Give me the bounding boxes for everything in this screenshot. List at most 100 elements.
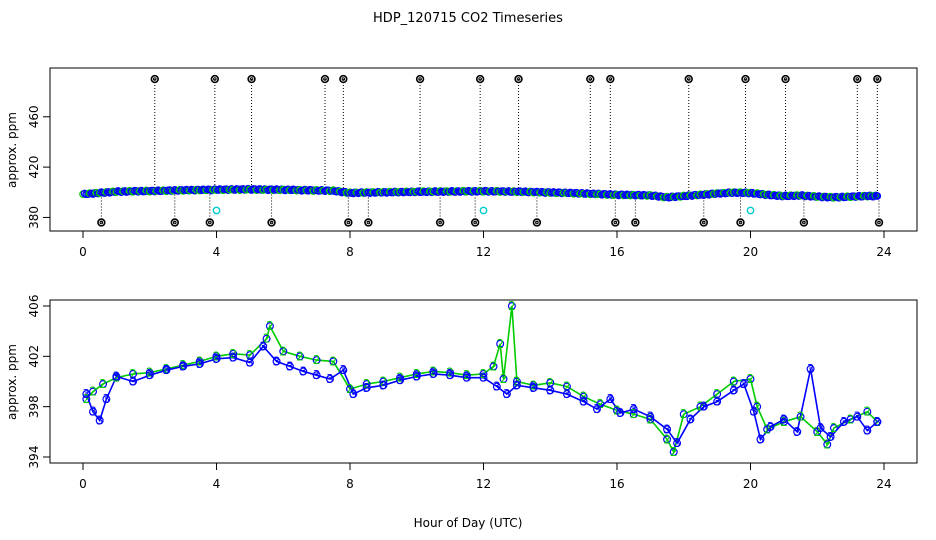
series-point-ring xyxy=(562,382,571,391)
series-point-label-3: 3 xyxy=(129,375,137,389)
series-point-ring xyxy=(245,358,254,367)
series-point-label-2: 2 xyxy=(490,359,498,373)
series-point-ring xyxy=(446,368,455,377)
series-point-label-3: 3 xyxy=(463,371,471,385)
x-tick-label: 20 xyxy=(743,245,758,259)
series-point-label-2: 2 xyxy=(146,366,154,380)
series-point-label-2: 2 xyxy=(874,415,882,429)
series-point-label-2: 2 xyxy=(747,372,755,386)
series-point-label-3: 3 xyxy=(103,392,111,406)
series-point-ring xyxy=(82,390,91,399)
flagged-point-inner xyxy=(269,220,274,225)
series-point-ring xyxy=(179,362,188,371)
series-point-label-2: 2 xyxy=(129,367,137,381)
series-point-ring xyxy=(129,369,138,378)
flagged-point-inner xyxy=(743,77,748,81)
flagged-point-inner xyxy=(152,77,157,81)
flagged-point xyxy=(170,218,179,227)
series-point-label-3: 3 xyxy=(780,412,788,426)
flagged-point-inner xyxy=(613,220,618,225)
y-tick-label: 402 xyxy=(27,345,41,368)
series-point-label-3: 3 xyxy=(767,420,775,434)
series-point-label-3: 3 xyxy=(380,378,388,392)
series-point-label-2: 2 xyxy=(413,367,421,381)
series-point-label-3: 3 xyxy=(179,359,187,373)
series-point-label-2: 2 xyxy=(847,412,855,426)
series-point-label-2: 2 xyxy=(813,425,821,439)
series-point-label-2: 2 xyxy=(246,348,254,362)
flagged-point-inner xyxy=(172,220,177,225)
flagged-point xyxy=(435,218,445,227)
series-point-label-3: 3 xyxy=(513,378,521,392)
series-point-label-2: 2 xyxy=(179,358,187,372)
series-point-ring xyxy=(616,408,625,417)
series-point-label-3: 3 xyxy=(480,371,488,385)
top-flag-drop-lines xyxy=(100,79,880,223)
series-point-label-2: 2 xyxy=(596,397,604,411)
series-point-label-3: 3 xyxy=(730,383,738,397)
cyan-point xyxy=(479,206,488,215)
series-point-label-2: 2 xyxy=(83,392,91,406)
series-point-ring xyxy=(766,422,775,431)
series-point-ring xyxy=(195,359,204,368)
series-point-label-2: 2 xyxy=(680,407,688,421)
top-y-axis: 380 420 460 xyxy=(27,105,51,229)
series-point-ring xyxy=(325,374,334,383)
flagged-point xyxy=(684,74,693,84)
series-point-label-3: 3 xyxy=(673,436,681,450)
series-point-label-3: 3 xyxy=(326,372,334,386)
flagged-point xyxy=(781,74,790,84)
series-point-ring xyxy=(396,376,405,385)
flagged-point-inner xyxy=(323,77,327,81)
series-point-ring xyxy=(729,386,738,395)
series-point-label-3: 3 xyxy=(530,381,538,395)
series-point-label-3: 3 xyxy=(299,364,307,378)
flagged-point xyxy=(247,74,256,84)
flagged-point xyxy=(415,74,425,84)
series-point-ring xyxy=(129,377,138,386)
flagged-point xyxy=(611,218,620,227)
series-point-ring xyxy=(295,352,304,361)
series-point-label-2: 2 xyxy=(213,349,221,363)
series-point-label-3: 3 xyxy=(83,387,91,401)
series-point-label-2: 2 xyxy=(163,362,171,376)
series-point-label-2: 2 xyxy=(823,437,831,451)
series-point-label-2: 2 xyxy=(496,337,504,351)
bottom-y-axis-label: approx. ppm xyxy=(5,344,19,420)
flagged-point xyxy=(873,74,882,84)
series-point-ring xyxy=(285,362,294,371)
flagged-point-inner xyxy=(855,77,860,81)
series-point-ring xyxy=(245,351,254,360)
series-line-3 xyxy=(85,345,878,445)
series-point-label-2: 2 xyxy=(613,403,621,417)
series-point-label-2: 2 xyxy=(830,421,838,435)
series-point-ring xyxy=(713,390,722,399)
series-point-ring xyxy=(412,372,421,381)
series-point-label-3: 3 xyxy=(96,414,104,428)
series-point-label-2: 2 xyxy=(89,385,97,399)
series-point-ring xyxy=(462,371,471,380)
series-point-ring xyxy=(829,424,838,433)
series-point-ring xyxy=(606,395,615,404)
series-point-ring xyxy=(873,417,882,426)
y-tick-label: 380 xyxy=(27,206,41,229)
flagged-point-inner xyxy=(99,220,104,225)
series-point-label-2: 2 xyxy=(546,376,554,390)
series-point-ring xyxy=(379,381,388,390)
y-tick-label: 406 xyxy=(27,295,41,318)
series-point-ring xyxy=(562,390,571,399)
top-x-axis: 0 4 8 12 16 20 24 xyxy=(79,230,892,259)
series-point-label-2: 2 xyxy=(463,368,471,382)
series-point-label-3: 3 xyxy=(503,387,511,401)
series-point-ring xyxy=(663,425,672,434)
flagged-point xyxy=(699,218,708,227)
series-point-ring xyxy=(272,357,281,366)
series-point-ring xyxy=(749,407,758,416)
series-point-ring xyxy=(262,334,271,343)
series-point-ring xyxy=(212,354,221,363)
x-tick-label: 16 xyxy=(609,477,624,491)
x-tick-label: 12 xyxy=(476,477,491,491)
co2-point xyxy=(873,192,882,200)
